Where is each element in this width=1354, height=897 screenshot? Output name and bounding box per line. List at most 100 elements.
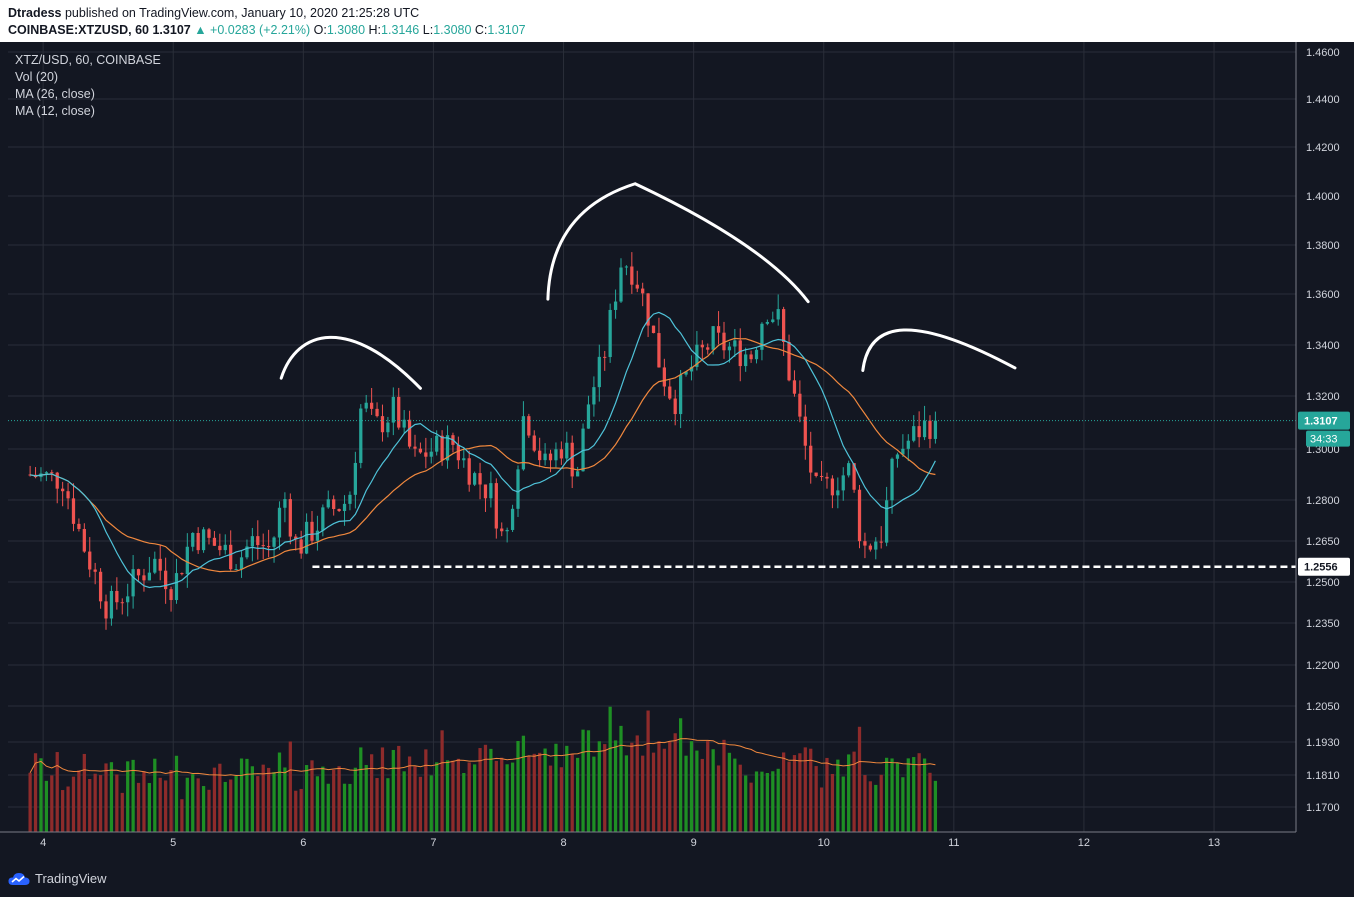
open-value: 1.3080 <box>326 23 366 37</box>
author-name[interactable]: Dtradess <box>8 6 62 20</box>
volume-bar-up <box>554 743 558 832</box>
candle-down <box>104 601 108 619</box>
volume-bar-down <box>538 752 542 832</box>
legend-vol[interactable]: Vol (20) <box>15 70 59 84</box>
candle-down <box>852 463 856 490</box>
candle-up <box>131 569 135 597</box>
candle-down <box>603 356 607 358</box>
countdown-box <box>1306 430 1350 447</box>
candle-down <box>635 284 639 289</box>
volume-bar-down <box>196 778 200 832</box>
volume-bar-down <box>77 770 81 832</box>
volume-bar-down <box>868 781 872 832</box>
volume-bar-up <box>109 762 114 832</box>
right-shoulder-arc <box>861 328 1017 372</box>
candle-up <box>776 309 780 320</box>
candle-up <box>608 309 612 358</box>
low-label: L: <box>422 23 434 37</box>
candle-down <box>370 402 374 409</box>
legend-ma26[interactable]: MA (26, close) <box>15 87 95 101</box>
volume-bar-down <box>630 742 634 832</box>
candle-down <box>115 590 119 603</box>
candle-down <box>71 498 76 524</box>
candle-down <box>98 571 103 602</box>
candle-down <box>630 266 634 285</box>
volume-bar-down <box>98 775 103 832</box>
candle-up <box>841 475 845 491</box>
volume-bar-up <box>386 778 390 832</box>
volume-bar-down <box>662 748 666 832</box>
legend-title[interactable]: XTZ/USD, 60, COINBASE <box>15 53 161 67</box>
volume-bar-up <box>912 757 916 832</box>
volume-bar-up <box>684 755 688 832</box>
volume-bar-down <box>532 753 536 832</box>
price-chart[interactable]: 1.4600 1.4400 1.4200 1.4000 1.3800 1.3600 1.34… <box>0 42 1354 862</box>
candle-down <box>917 426 921 438</box>
candle-down <box>928 420 932 439</box>
x-tick-label: 13 <box>1208 837 1220 849</box>
candle-down <box>494 483 498 529</box>
candle-up <box>684 371 688 375</box>
candle-up <box>884 500 889 543</box>
volume-bar-down <box>397 745 401 832</box>
volume-bar-down <box>418 776 423 832</box>
candle-up <box>619 267 623 302</box>
left-shoulder-arc <box>279 335 422 390</box>
legend-ma12[interactable]: MA (12, close) <box>15 104 95 118</box>
volume-bar-down <box>559 767 563 832</box>
candle-down <box>538 450 542 461</box>
brand-name: TradingView <box>35 871 107 886</box>
candle-up <box>597 356 601 388</box>
volume-bar-up <box>239 758 244 832</box>
volume-bar-down <box>603 744 607 832</box>
candle-down <box>857 489 862 542</box>
y-tick-label: 1.4200 <box>1306 142 1340 154</box>
candle-down <box>88 551 92 570</box>
volume-bar-up <box>841 776 845 832</box>
volume-bar-up <box>359 747 363 832</box>
candle-down <box>819 475 824 477</box>
candle-down <box>299 539 303 554</box>
candle-up <box>575 471 580 477</box>
candle-up <box>304 521 309 554</box>
candle-up <box>510 508 515 530</box>
volume-bar-down <box>288 741 292 832</box>
volume-bar-up <box>174 755 179 832</box>
volume-bar-down <box>424 749 428 832</box>
y-tick-label: 1.3000 <box>1306 444 1340 456</box>
candle-up <box>326 499 330 508</box>
y-tick-label: 1.3800 <box>1306 240 1340 252</box>
candle-down <box>809 445 813 473</box>
volume-bar-up <box>223 781 227 832</box>
volume-bar-up <box>44 780 49 832</box>
candle-down <box>397 396 401 428</box>
volume-bar-up <box>39 758 43 832</box>
volume-bar-down <box>142 771 146 832</box>
candle-down <box>50 472 54 474</box>
candle-down <box>478 473 482 485</box>
volume-bar-down <box>136 782 141 832</box>
support-price-label: 1.2556 <box>1304 562 1338 574</box>
volume-bar-down <box>700 758 704 832</box>
volume-bar-down <box>494 760 498 832</box>
candle-down <box>662 367 666 387</box>
candle-up <box>874 541 878 550</box>
volume-bar-down <box>332 770 336 832</box>
y-tick-label: 1.2500 <box>1306 577 1340 589</box>
candle-up <box>353 462 357 495</box>
volume-bar-down <box>180 799 184 832</box>
volume-bar-up <box>847 754 851 832</box>
cloud-icon <box>8 872 30 885</box>
volume-bar-up <box>711 749 715 832</box>
volume-bar-up <box>147 783 152 832</box>
symbol-line: COINBASE:XTZUSD, 60 <box>8 23 149 37</box>
volume-bar-down <box>375 778 379 832</box>
candle-up <box>711 326 715 350</box>
volume-bar-down <box>814 766 818 832</box>
volume-bar-down <box>722 739 726 832</box>
x-tick-label: 4 <box>40 837 46 849</box>
volume-bar-down <box>651 752 656 832</box>
candle-up <box>516 469 520 509</box>
candle-up <box>250 536 254 547</box>
tradingview-logo[interactable]: TradingView <box>8 871 107 886</box>
